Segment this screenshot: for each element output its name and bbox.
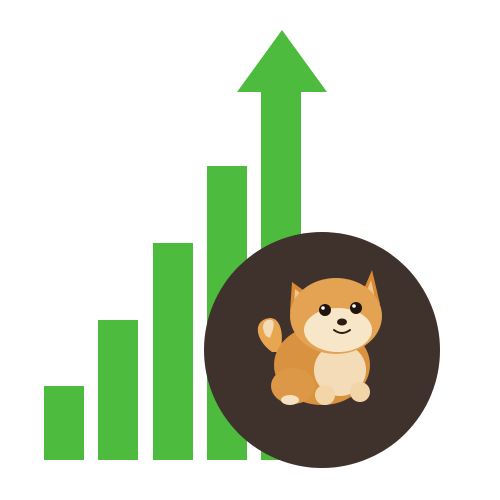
dog-paw-back [281,395,299,405]
dog-eye-left [319,304,331,316]
dog-mouth [333,329,351,334]
dog-front-leg-right [350,382,370,402]
dog-tail-tip [263,319,274,338]
bar-2 [98,320,138,460]
dog-chest [314,344,366,396]
dog-back-leg [271,368,315,404]
dog-eye-right [350,302,362,314]
bar-3 [153,243,193,460]
bar-1 [44,386,84,460]
shiba-dog-icon [204,232,440,468]
arrow-head [237,30,327,92]
dog-nose [337,318,347,326]
dog-eye-left-shine [321,306,325,310]
dog-front-leg-left [315,385,335,405]
dog-face-light [304,308,372,352]
dog-eye-right-shine [352,304,356,308]
